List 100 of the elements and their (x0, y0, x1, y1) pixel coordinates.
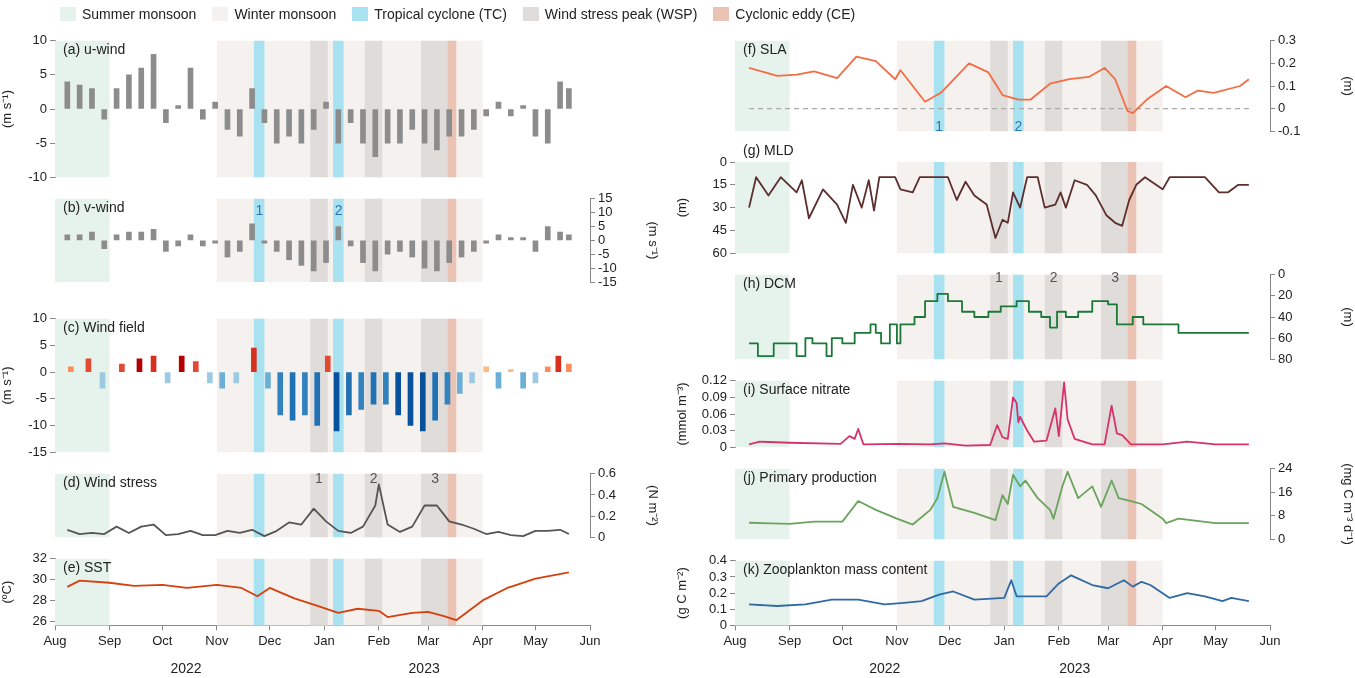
bar (566, 88, 572, 109)
bar (323, 240, 329, 263)
bar (249, 88, 255, 109)
bar (126, 74, 132, 109)
bar (310, 240, 317, 272)
y-tick-label: 10 (32, 32, 47, 48)
x-tick-label: Nov (885, 632, 909, 648)
bar (164, 372, 171, 384)
y-tick-label: -5 (35, 390, 47, 406)
bar (138, 67, 145, 109)
bar (236, 109, 243, 137)
bar (289, 372, 296, 421)
annotation: 1 (315, 469, 324, 486)
y-axis-title: (mg C m⁻³ d⁻¹) (1340, 463, 1355, 545)
chart-title: (c) Wind field (63, 318, 145, 335)
y-tick-label: 0.12 (701, 372, 727, 388)
x-tick-label: Dec (258, 632, 282, 648)
y-tick-label: 0 (598, 231, 606, 247)
bar (286, 240, 292, 261)
annotation: 2 (334, 201, 343, 218)
chart-title: (i) Surface nitrate (743, 380, 851, 397)
text: 2023 (1059, 659, 1091, 676)
y-tick-label: 80 (1278, 350, 1293, 366)
x-tick-label: Nov (205, 632, 229, 648)
y-tick-label: 0.2 (598, 507, 617, 523)
annotation: 3 (1111, 268, 1120, 285)
y-tick-label: 0.3 (708, 568, 727, 584)
x-tick-label: Feb (367, 632, 391, 648)
bar (507, 369, 514, 372)
y-tick-label: 16 (1278, 483, 1293, 499)
bar (219, 372, 226, 389)
y-tick-label: 0 (1278, 266, 1286, 282)
x-tick-label: Mar (1096, 632, 1120, 648)
bar (212, 240, 218, 244)
annotation: 2 (1049, 268, 1058, 285)
bar (557, 81, 563, 109)
bar (85, 358, 92, 372)
y-tick-label: 0.2 (708, 584, 727, 600)
bar (175, 105, 182, 109)
y-tick-label: 10 (598, 204, 613, 220)
bar (471, 109, 477, 130)
bar (372, 109, 379, 158)
y-tick-label: 0.09 (701, 388, 727, 404)
bar (360, 240, 366, 263)
bar (324, 355, 331, 372)
y-tick-label: 0 (719, 153, 727, 169)
x-tick-label: Apr (1152, 632, 1174, 648)
y-tick-label: 24 (1278, 460, 1293, 476)
bar (397, 109, 403, 144)
annotation: 1 (255, 201, 264, 218)
y-tick-label: -0.1 (1278, 122, 1301, 138)
bar (520, 372, 526, 389)
bar (520, 237, 526, 241)
y-axis-title: (N m⁻²) (645, 485, 661, 526)
y-axis-title: (m) (1340, 76, 1355, 96)
bar (310, 109, 317, 130)
y-tick-label: 5 (39, 66, 47, 82)
x-tick-label: Aug (43, 632, 67, 648)
legend-label: Cyclonic eddy (CE) (735, 6, 856, 22)
y-tick-label: 0.3 (1278, 32, 1297, 48)
bar (273, 109, 280, 144)
y-tick-label: -10 (28, 168, 47, 184)
y-tick-label: 15 (712, 176, 727, 192)
bar (507, 109, 514, 117)
bar (249, 223, 255, 241)
bar (419, 372, 426, 432)
x-tick-label: Oct (152, 632, 173, 648)
bar (251, 347, 257, 372)
y-tick-label: 28 (32, 592, 47, 607)
bar (566, 234, 572, 241)
bar (360, 109, 366, 144)
y-tick-label: 0 (1278, 100, 1286, 116)
y-tick-label: 5 (598, 218, 606, 234)
y-axis-title: (ºC) (0, 580, 15, 604)
bar (566, 363, 572, 372)
y-tick-label: 30 (32, 571, 47, 587)
y-tick-label: 0.4 (598, 486, 617, 502)
bar (358, 372, 365, 410)
y-tick-label: 0.6 (598, 465, 617, 481)
bar (126, 231, 132, 241)
bar (446, 109, 453, 137)
y-tick-label: 40 (1278, 308, 1293, 324)
x-tick-label: Apr (472, 632, 494, 648)
bar (64, 234, 71, 241)
bar (265, 372, 271, 389)
x-tick-label: Aug (723, 632, 747, 648)
y-tick-label: 0 (719, 438, 727, 454)
bar (101, 109, 108, 120)
y-tick-label: 0 (719, 616, 727, 632)
x-tick-label: Jun (579, 632, 601, 648)
x-tick-label: Jan (993, 632, 1015, 648)
y-tick-label: 30 (712, 199, 727, 215)
bar (507, 237, 514, 241)
bar (314, 372, 321, 426)
bar (64, 81, 71, 109)
bar (163, 109, 169, 123)
y-tick-label: 15 (598, 190, 613, 206)
y-axis-title: (m s⁻¹) (0, 366, 15, 405)
y-tick-label: 0 (1278, 530, 1286, 546)
bar (483, 240, 489, 244)
